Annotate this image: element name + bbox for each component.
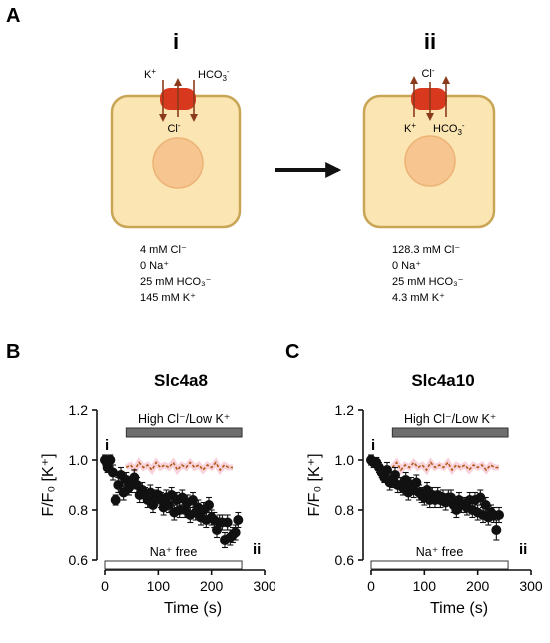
cell-ii-k-label: K+ [404, 121, 416, 135]
control-trace [391, 461, 499, 472]
cell-ii-roman: ii [424, 29, 436, 54]
cond-i-3: 145 mM K⁺ [140, 292, 196, 304]
chart-slc4a10: C Slc4a10 0.6 0.8 1.0 1.2 0 100 200 300 Time (s)… [285, 341, 543, 617]
x-tick-label: 100 [147, 578, 171, 594]
x-tick-label: 100 [413, 578, 437, 594]
data-point [222, 517, 233, 528]
data-point [480, 500, 491, 510]
chart-b-title: Slc4a8 [154, 371, 208, 390]
x-tick-label: 200 [466, 578, 490, 594]
y-tick-label: 0.6 [69, 552, 89, 568]
data-point [233, 515, 244, 525]
cell-i-k-label: K+ [144, 67, 156, 81]
y-axis-label: F/F₀ [K⁺] [306, 453, 323, 516]
data-point [494, 510, 504, 520]
cell-i-conditions: 4 mM Cl⁻ 0 Na⁺ 25 mM HCO₃⁻ 145 mM K⁺ [140, 244, 212, 304]
x-axis-label: Time (s) [430, 600, 488, 617]
cell-i-nucleus [152, 137, 204, 189]
panel-a-schematic: A i K+ HCO3- Cl- 4 mM Cl⁻ 0 Na⁺ 25 mM HC… [6, 5, 496, 304]
na-free-bar-label: Na⁺ free [150, 545, 198, 559]
data-point [110, 495, 121, 505]
x-tick-label: 200 [200, 578, 224, 594]
data-point [411, 477, 422, 488]
cond-ii-0: 128.3 mM Cl⁻ [392, 244, 460, 256]
y-tick-label: 0.8 [69, 502, 89, 518]
cell-i: i K+ HCO3- Cl- [110, 29, 242, 229]
panel-c-letter: C [285, 341, 299, 363]
cell-ii-nucleus [404, 135, 456, 187]
y-tick-label: 0.6 [335, 552, 355, 568]
na-free-bar [370, 560, 509, 570]
cond-i-2: 25 mM HCO₃⁻ [140, 276, 212, 288]
data-point [491, 525, 502, 535]
cell-i-hco3-label: HCO3- [198, 67, 230, 83]
data-point [188, 495, 198, 505]
cond-i-0: 4 mM Cl⁻ [140, 244, 187, 256]
y-tick-label: 1.2 [69, 402, 89, 418]
y-tick-label: 1.0 [335, 452, 355, 468]
y-tick-label: 0.8 [335, 502, 355, 518]
data-point [105, 455, 116, 465]
marker-ii: ii [253, 541, 261, 558]
data-point [390, 470, 400, 480]
marker-ii: ii [519, 541, 527, 558]
cell-i-roman: i [173, 29, 179, 54]
y-tick-label: 1.0 [69, 452, 89, 468]
x-tick-label: 0 [101, 578, 109, 594]
x-tick-label: 0 [367, 578, 375, 594]
cell-ii: ii Cl- K+ HCO3- [362, 29, 496, 229]
cell-ii-transporter [411, 88, 447, 110]
na-free-bar-label: Na⁺ free [416, 545, 464, 559]
high-cl-bar [391, 427, 509, 438]
cell-ii-conditions: 128.3 mM Cl⁻ 0 Na⁺ 25 mM HCO₃⁻ 4.3 mM K⁺ [392, 244, 464, 304]
marker-i: i [371, 437, 375, 454]
cell-ii-cl-label: Cl- [421, 66, 434, 80]
cond-ii-2: 25 mM HCO₃⁻ [392, 276, 464, 288]
cell-i-cl-label: Cl- [167, 121, 180, 135]
cell-ii-hco3-label: HCO3- [433, 121, 465, 137]
data-point [108, 467, 118, 478]
control-trace [125, 461, 233, 472]
x-tick-label: 300 [519, 578, 543, 594]
data-point [204, 500, 214, 510]
chart-c-title: Slc4a10 [411, 371, 474, 390]
na-free-bar [104, 560, 243, 570]
x-axis-label: Time (s) [164, 600, 222, 617]
data-point [230, 527, 241, 538]
panel-a-letter: A [6, 5, 20, 27]
y-tick-label: 1.2 [335, 402, 355, 418]
panel-b-letter: B [6, 341, 20, 363]
chart-slc4a8: B Slc4a8 0.6 0.8 1.0 1.2 0 100 200 300 Time (s) F… [6, 341, 275, 617]
cond-ii-1: 0 Na⁺ [392, 260, 421, 272]
high-cl-bar [125, 427, 243, 438]
cond-i-1: 0 Na⁺ [140, 260, 169, 272]
high-cl-bar-label: High Cl⁻/Low K⁺ [138, 412, 230, 426]
data-point [475, 492, 486, 503]
cond-ii-3: 4.3 mM K⁺ [392, 292, 445, 304]
high-cl-bar-label: High Cl⁻/Low K⁺ [404, 412, 496, 426]
x-tick-label: 300 [253, 578, 275, 594]
marker-i: i [105, 437, 109, 454]
y-axis-label: F/F₀ [K⁺] [40, 453, 57, 516]
